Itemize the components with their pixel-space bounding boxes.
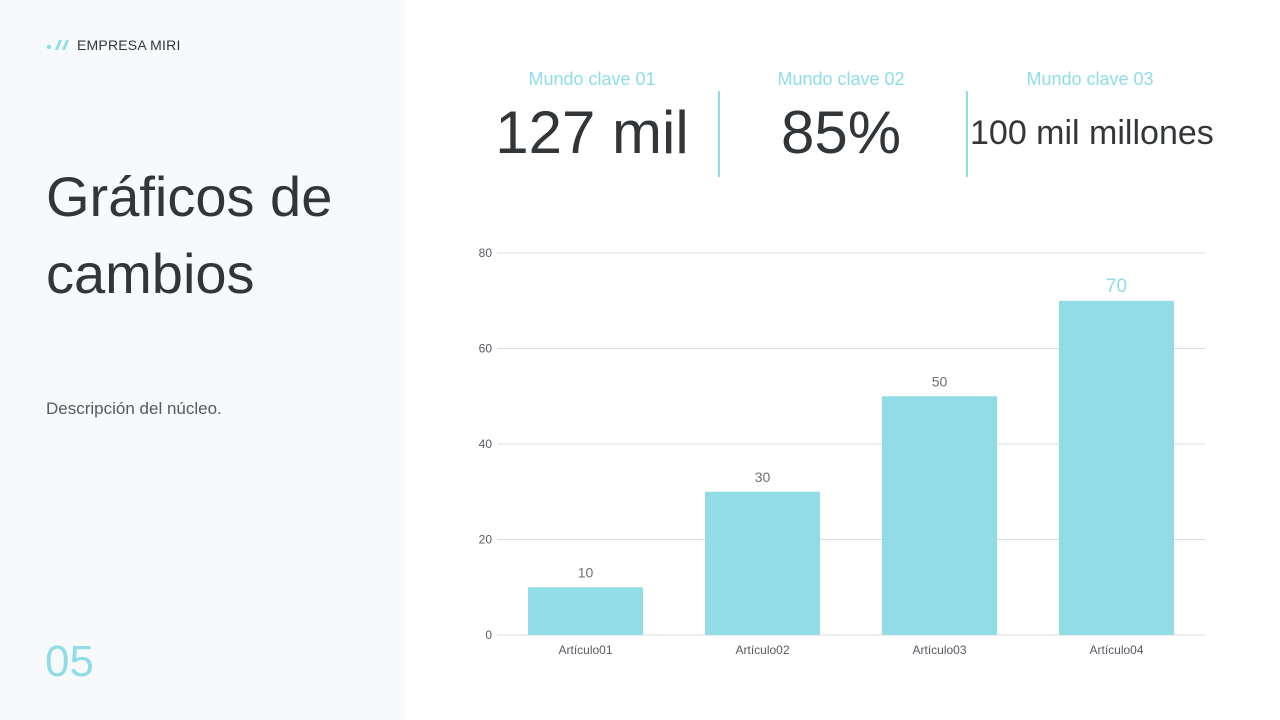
page-number: 05: [45, 637, 94, 686]
kpi-label: Mundo clave 01: [528, 69, 656, 89]
y-tick-label: 60: [479, 342, 493, 356]
kpi-card-1: Mundo clave 01 127 mil: [472, 66, 712, 174]
left-panel: EMPRESA MIRI Gráficos de cambios Descrip…: [0, 0, 405, 720]
bar: [527, 587, 644, 635]
bar: [1058, 300, 1175, 635]
chart-x-ticks: Artículo01 Artículo02 Artículo03 Artículo04: [558, 643, 1143, 657]
kpi-value: 85%: [780, 99, 902, 166]
kpi-value: 100 mil millones: [970, 114, 1214, 152]
chart-y-ticks: 0 20 40 60 80: [479, 246, 493, 642]
chart-bars: [527, 300, 1175, 635]
data-label: 30: [755, 469, 771, 485]
description: Descripción del núcleo.: [46, 399, 222, 418]
kpi-label: Mundo clave 03: [1026, 69, 1154, 89]
data-label: 50: [932, 373, 948, 389]
y-tick-label: 0: [485, 628, 492, 642]
brand: EMPRESA MIRI: [46, 37, 181, 53]
kpi-label: Mundo clave 02: [777, 69, 905, 89]
data-label: 70: [1106, 276, 1127, 297]
bar: [881, 396, 998, 635]
x-tick-label: Artículo02: [735, 643, 789, 657]
x-tick-label: Artículo03: [912, 643, 966, 657]
y-tick-label: 40: [479, 437, 493, 451]
kpi-divider: [718, 91, 720, 177]
kpi-card-2: Mundo clave 02 85%: [721, 66, 961, 174]
chart-data-labels: 10 30 50 70: [578, 276, 1127, 581]
kpi-card-3: Mundo clave 03 100 mil millones: [970, 66, 1214, 174]
brand-name: EMPRESA MIRI: [77, 37, 181, 53]
y-tick-label: 20: [479, 533, 493, 547]
kpi-divider: [966, 91, 968, 177]
brand-logo-icon: [46, 40, 69, 50]
x-tick-label: Artículo04: [1089, 643, 1143, 657]
y-tick-label: 80: [479, 246, 493, 260]
bar: [704, 491, 821, 635]
kpi-value: 127 mil: [495, 99, 689, 166]
page-title: Gráficos de cambios: [46, 165, 333, 305]
data-label: 10: [578, 564, 594, 580]
x-tick-label: Artículo01: [558, 643, 612, 657]
